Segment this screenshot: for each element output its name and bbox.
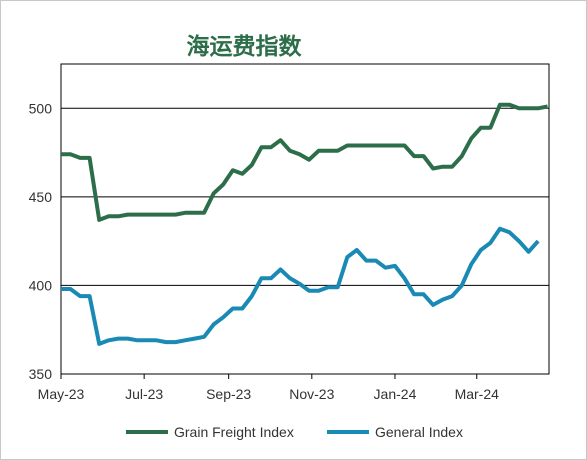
x-tick-label: Sep-23 <box>206 386 251 402</box>
legend-label: Grain Freight Index <box>174 424 294 440</box>
x-tick-label: Jan-24 <box>374 386 417 402</box>
x-tick-label: Mar-24 <box>455 386 500 402</box>
legend-label: General Index <box>375 424 463 440</box>
legend: Grain Freight Index General Index <box>126 424 463 440</box>
x-axis-ticks: May-23 Jul-23 Sep-23 Nov-23 Jan-24 Mar-24 <box>38 374 499 402</box>
series-line-grain-freight-index <box>61 102 548 222</box>
x-tick-label: Jul-23 <box>125 386 163 402</box>
plot-area-border <box>60 63 550 375</box>
y-tick-label: 350 <box>29 366 53 382</box>
y-axis-ticks: 350 400 450 500 <box>29 100 53 382</box>
x-tick-label: May-23 <box>38 386 85 402</box>
series-line-general-index <box>61 226 540 346</box>
series-lines <box>61 102 548 346</box>
y-tick-label: 400 <box>29 277 53 293</box>
chart-title: 海运费指数 <box>187 33 303 60</box>
y-tick-label: 500 <box>29 100 53 116</box>
x-tick-label: Nov-23 <box>289 386 334 402</box>
y-tick-label: 450 <box>29 189 53 205</box>
